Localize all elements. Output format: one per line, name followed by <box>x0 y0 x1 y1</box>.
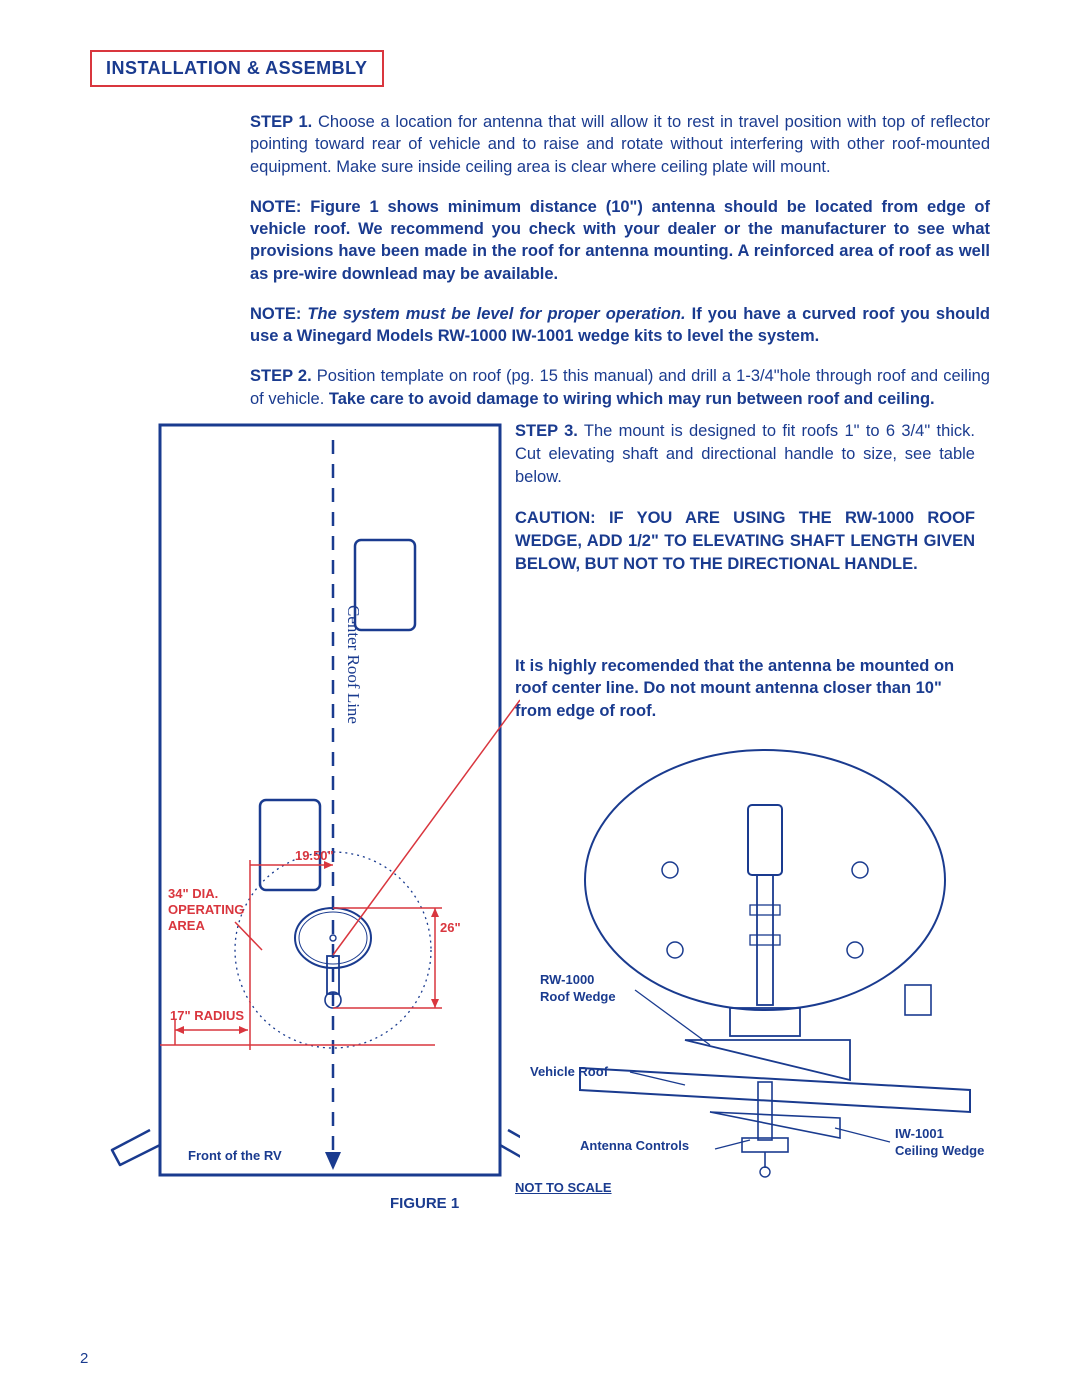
note2: NOTE: The system must be level for prope… <box>250 303 990 348</box>
right-column: STEP 3. The mount is designed to fit roo… <box>515 420 975 595</box>
step3-para: STEP 3. The mount is designed to fit roo… <box>515 420 975 489</box>
center-line-label: Center Roof Line <box>344 605 363 724</box>
page-number: 2 <box>80 1350 88 1367</box>
step2-para: STEP 2. Position template on roof (pg. 1… <box>250 365 990 410</box>
figure-caption: FIGURE 1 <box>390 1195 459 1212</box>
note2-italic: The system must be level for proper oper… <box>307 305 685 323</box>
note1: NOTE: Figure 1 shows minimum distance (1… <box>250 196 990 285</box>
not-to-scale: NOT TO SCALE <box>515 1180 612 1195</box>
step3-label: STEP 3. <box>515 422 578 440</box>
rw1000-label: RW-1000Roof Wedge <box>540 972 616 1006</box>
iw1001-label: IW-1001Ceiling Wedge <box>895 1126 984 1160</box>
dim-26: 26" <box>440 920 461 935</box>
body-text: STEP 1. Choose a location for antenna th… <box>250 111 990 410</box>
step1-text: Choose a location for antenna that will … <box>250 113 990 176</box>
step2-label: STEP 2. <box>250 367 312 385</box>
step2-bold: Take care to avoid damage to wiring whic… <box>329 390 935 408</box>
antenna-controls-label: Antenna Controls <box>580 1138 689 1155</box>
note2-prefix: NOTE: <box>250 305 307 323</box>
dish-diagram <box>510 740 990 1180</box>
step1-label: STEP 1. <box>250 113 312 131</box>
rv-diagram: Center Roof Line 19.50" 26" 34" DIA. OPE… <box>90 420 520 1210</box>
front-label: Front of the RV <box>188 1148 282 1163</box>
step3-text: The mount is designed to fit roofs 1" to… <box>515 422 975 486</box>
section-title: INSTALLATION & ASSEMBLY <box>90 50 384 87</box>
vehicle-roof-label: Vehicle Roof <box>530 1064 608 1081</box>
dim-34dia: 34" DIA. OPERATING AREA <box>168 886 248 933</box>
dim-17r: 17" RADIUS <box>170 1008 244 1023</box>
step1-para: STEP 1. Choose a location for antenna th… <box>250 111 990 178</box>
figure-area: STEP 3. The mount is designed to fit roo… <box>90 420 990 1350</box>
caution: CAUTION: IF YOU ARE USING THE RW-1000 RO… <box>515 507 975 576</box>
dim-1950: 19.50" <box>295 848 334 863</box>
recommendation-note: It is highly recomended that the antenna… <box>515 655 955 722</box>
